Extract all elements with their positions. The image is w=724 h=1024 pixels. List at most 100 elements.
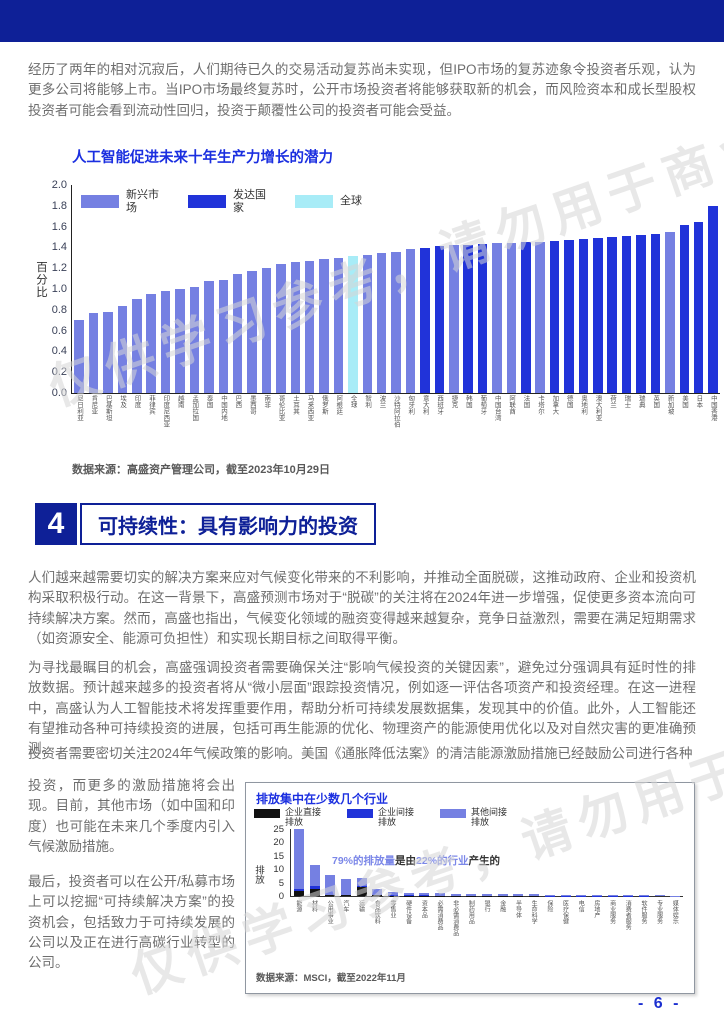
x-label-slot: 保险	[541, 900, 557, 966]
x-label: 商业服务	[608, 900, 615, 924]
x-label: 瑞士	[622, 395, 630, 408]
bar-slot	[158, 185, 172, 393]
x-label-slot: 越南	[172, 395, 186, 457]
bar-segment-other_indirect	[466, 893, 477, 896]
stacked-bar	[464, 829, 480, 896]
bar	[679, 224, 690, 393]
x-label-slot: 卡塔尔	[532, 395, 546, 457]
chart-annotation: 79%的排放量是由22%的行业产生的	[332, 853, 500, 868]
bar	[578, 239, 589, 393]
x-label: 加拿大	[550, 395, 558, 415]
bar	[376, 252, 387, 393]
y-tick: 0.2	[51, 366, 67, 379]
bar-segment-other_indirect	[497, 894, 508, 896]
bar-segment-other_indirect	[372, 889, 383, 895]
bar-slot	[490, 185, 504, 393]
bar-segment-other_indirect	[435, 893, 446, 896]
bar-slot	[547, 185, 561, 393]
bar	[621, 235, 632, 393]
x-label: 菲律宾	[147, 395, 155, 415]
x-label-slot: 西班牙	[431, 395, 445, 457]
x-label: 沙特阿拉伯	[392, 395, 400, 428]
bar-segment-other_indirect	[293, 829, 304, 889]
bar-segment-other_indirect	[513, 894, 524, 896]
bar-segment-other_indirect	[607, 895, 618, 896]
x-label-slot: 制药用品	[463, 900, 479, 966]
bar	[564, 240, 574, 393]
legend-swatch	[81, 195, 119, 209]
x-label-slot: 葡萄牙	[474, 395, 488, 457]
x-label: 智利	[363, 395, 371, 408]
legend-swatch	[347, 809, 373, 818]
y-tick: 25	[273, 824, 284, 835]
x-label-slot: 泰国	[201, 395, 215, 457]
plot-frame	[71, 185, 720, 394]
y-tick: 1.0	[51, 283, 67, 295]
x-label-slot: 菲律宾	[143, 395, 157, 457]
bar-slot	[706, 185, 720, 393]
bar-segment-other_indirect	[591, 894, 602, 896]
stacked-bar	[636, 829, 652, 896]
stacked-bar	[385, 829, 401, 896]
stacked-bar	[417, 829, 433, 896]
bar-segment-direct	[372, 895, 383, 896]
x-label-slot: 中国台湾	[489, 395, 503, 457]
y-tick: 20	[273, 837, 284, 849]
x-label-slot: 尼日利亚	[71, 395, 85, 457]
ai-productivity-chart: 人工智能促进未来十年生产力增长的潜力 百分比 0.0 0.2 0.4 0.6 0.8 1.…	[35, 146, 721, 477]
x-label: 马来西亚	[305, 395, 313, 421]
bar-segment-corp_indirect	[372, 894, 383, 896]
bar-slot	[173, 185, 187, 393]
x-label: 生命科学	[530, 900, 537, 924]
bar-slot	[677, 185, 691, 393]
bar-slot	[591, 185, 605, 393]
y-tick: 0.8	[51, 303, 67, 316]
bar	[636, 234, 646, 393]
bar-slot	[691, 185, 705, 393]
y-tick: 0	[278, 891, 284, 902]
x-label: 中国香港	[709, 395, 717, 421]
stacked-bar	[495, 829, 511, 896]
annotation-segment: 是由	[395, 855, 417, 867]
x-label: 波兰	[377, 395, 385, 408]
x-label-slot: 英国	[647, 395, 661, 457]
x-label: 阿根廷	[334, 395, 342, 415]
x-label-slot: 法国	[518, 395, 532, 457]
stacked-bar	[620, 829, 636, 896]
x-label: 资本品	[420, 900, 427, 918]
stacked-bar	[369, 829, 385, 896]
bars-container	[291, 829, 683, 896]
bar	[535, 242, 545, 393]
x-label-slot: 商业服务	[604, 900, 620, 966]
x-label-slot: 阿联酋	[503, 395, 517, 457]
y-tick: 1.4	[51, 241, 67, 254]
bar-slot	[389, 185, 403, 393]
x-label: 房地产	[592, 900, 599, 918]
x-label-slot: 汽车	[337, 900, 353, 966]
x-label: 电信	[577, 900, 584, 912]
x-label-slot: 意大利	[417, 395, 431, 457]
x-label-slot: 银行	[478, 900, 494, 966]
page-number: - 6 -	[638, 995, 682, 1012]
bar-slot	[576, 185, 590, 393]
x-axis-labels: 尼日利亚 肯尼亚 巴基斯坦 埃及 印度 菲律宾 印度尼西亚 越南 孟加拉国 泰国 中国内地 巴西 墨西哥…	[71, 395, 719, 457]
bar	[665, 231, 675, 393]
x-label-slot: 日本	[690, 395, 704, 457]
y-tick: 0.0	[51, 387, 67, 399]
x-label: 捷克	[450, 395, 458, 408]
stacked-bar	[479, 829, 495, 896]
x-label-slot: 生命科学	[525, 900, 541, 966]
x-label: 孟加拉国	[190, 395, 198, 421]
legend-item: 新兴市场	[81, 189, 162, 214]
y-tick: 5	[278, 877, 284, 889]
stacked-bar	[307, 829, 323, 896]
x-label-slot: 智利	[359, 395, 373, 457]
x-label: 消费者服务	[624, 900, 631, 930]
x-label: 瑞典	[637, 395, 645, 408]
legend-item: 企业间接排放	[347, 807, 420, 828]
bar	[189, 286, 200, 393]
stacked-bar	[322, 829, 338, 896]
bar	[420, 248, 430, 393]
x-label: 荷兰	[608, 395, 616, 408]
